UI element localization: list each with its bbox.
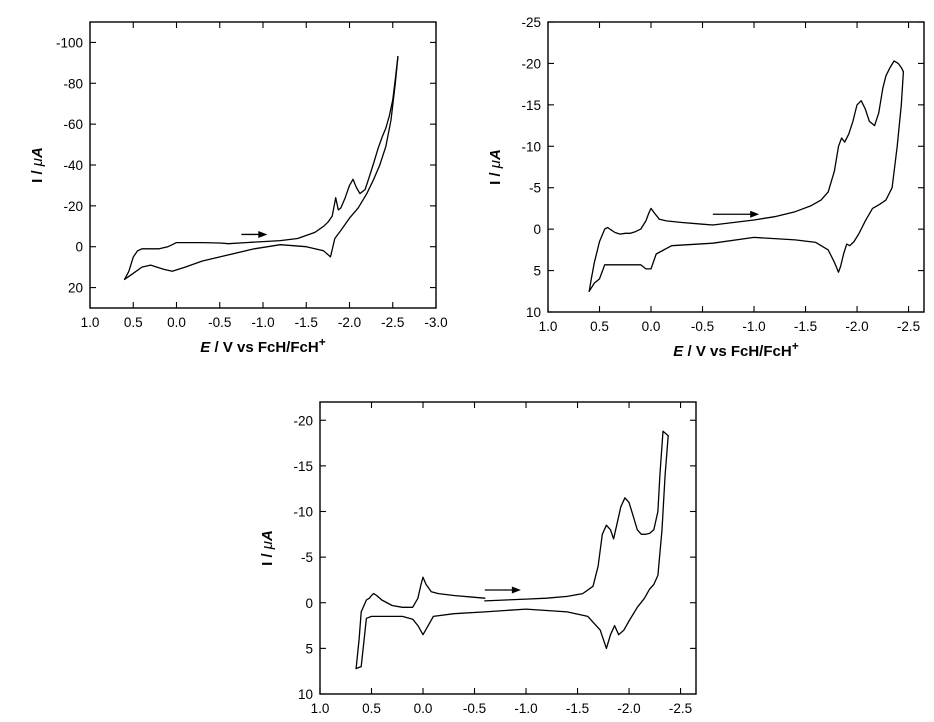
y-tick-label: -15	[521, 98, 541, 113]
x-axis-label: E / V vs FcH/FcH+	[673, 339, 798, 360]
cv-trace-segment-3	[588, 207, 714, 292]
y-tick-label: -10	[293, 505, 313, 520]
chart-panel-2: 1.0 0.5 0.0 -0.5 -1.0 -1.5 -2.0 -2.5 10 5 0 -5 -10 -1…	[487, 15, 925, 360]
arrow-head-icon	[511, 586, 521, 594]
y-tick-label: -60	[63, 117, 83, 132]
x-tick-label: -2.5	[381, 315, 404, 330]
plot-frame	[89, 21, 437, 309]
x-tick-label: -2.0	[845, 319, 868, 334]
y-axis-label-text: I /	[487, 168, 504, 185]
x-axis-label: E / V vs FcH/FcH+	[200, 335, 325, 356]
x-tick-label: 0.5	[124, 315, 143, 330]
x-tick-label: -0.5	[691, 319, 714, 334]
x-tick-label: 1.0	[311, 701, 330, 716]
y-tick-label: 5	[305, 641, 313, 656]
x-tick-label: -2.5	[669, 701, 692, 716]
y-tick-label: 0	[305, 596, 313, 611]
y-tick-label: -5	[301, 550, 313, 565]
y-tick-label: 20	[68, 281, 83, 296]
x-tick-label: 0.0	[642, 319, 661, 334]
plot-frame	[547, 21, 925, 313]
y-tick-label: 10	[526, 305, 541, 320]
y-axis-label-text: I /	[259, 549, 276, 566]
y-axis-label: I / μA	[29, 147, 46, 183]
y-axis-label-mu: μ	[259, 541, 276, 550]
cv-trace-segment-3	[355, 576, 486, 670]
x-tick-label: -2.0	[338, 315, 361, 330]
y-axis-label: I / μA	[259, 530, 276, 566]
x-tick-label: -1.5	[566, 701, 589, 716]
chart-panel-3: 1.0 0.5 0.0 -0.5 -1.0 -1.5 -2.0 -2.5 10 5 0 -5 -10 -1…	[259, 401, 697, 722]
x-tick-label: 0.0	[167, 315, 186, 330]
x-tick-label: -2.5	[897, 319, 920, 334]
y-tick-label: 0	[75, 240, 83, 255]
y-axis-label: I / μA	[487, 149, 504, 185]
y-axis-label-mu: μ	[29, 158, 46, 167]
y-tick-label: 0	[533, 222, 541, 237]
y-tick-label: -5	[529, 181, 541, 196]
x-tick-label: 1.0	[81, 315, 100, 330]
y-tick-label: -20	[63, 199, 83, 214]
y-axis-label-unit: A	[29, 147, 46, 159]
y-tick-label: -80	[63, 76, 83, 91]
y-axis-label-mu: μ	[487, 160, 504, 169]
y-tick-label: -40	[63, 158, 83, 173]
y-tick-label: -20	[293, 413, 313, 428]
x-axis-label-text: / V vs FcH/FcH	[210, 339, 318, 356]
y-tick-label: -20	[521, 56, 541, 71]
x-tick-label: -1.0	[251, 315, 274, 330]
x-tick-label: 0.5	[590, 319, 609, 334]
cv-trace-segment-1	[227, 56, 399, 245]
x-tick-label: -1.5	[794, 319, 817, 334]
x-axis-label-symbol: E	[673, 343, 684, 360]
y-tick-label: 10	[298, 687, 313, 702]
arrow-head-icon	[258, 230, 268, 238]
x-tick-label: -1.0	[742, 319, 765, 334]
arrow-head-icon	[750, 210, 760, 218]
x-tick-label: -0.5	[463, 701, 486, 716]
x-tick-label: -2.0	[617, 701, 640, 716]
x-axis-label-sup: +	[319, 335, 326, 349]
x-tick-label: -1.5	[295, 315, 318, 330]
y-tick-label: -100	[56, 35, 83, 50]
y-tick-label: -25	[521, 15, 541, 30]
x-axis-label-text: / V vs FcH/FcH	[683, 343, 791, 360]
x-tick-label: 1.0	[539, 319, 558, 334]
y-axis-label-unit: A	[259, 530, 276, 542]
x-tick-label: 0.5	[362, 701, 381, 716]
y-tick-label: 5	[533, 264, 541, 279]
x-tick-label: -1.0	[514, 701, 537, 716]
x-tick-label: -3.0	[424, 315, 447, 330]
cv-trace-segment-2	[123, 56, 399, 281]
y-axis-label-unit: A	[487, 149, 504, 161]
plot-frame	[319, 401, 697, 695]
x-axis-label-sup: +	[792, 339, 799, 353]
cv-trace-segment-2	[355, 435, 669, 670]
y-axis-label-text: I /	[29, 166, 46, 183]
y-tick-label: -15	[293, 459, 313, 474]
cv-trace-segment-2	[588, 71, 905, 292]
chart-panel-1: 1.0 0.5 0.0 -0.5 -1.0 -1.5 -2.0 -2.5 -3.0 20 0 -20 -…	[29, 21, 448, 356]
x-tick-label: -0.5	[208, 315, 231, 330]
cv-trace-segment-3	[123, 241, 230, 281]
cv-trace-segment-1	[484, 430, 669, 602]
x-tick-label: 0.0	[414, 701, 433, 716]
cv-trace-segment-1	[712, 60, 905, 226]
x-axis-label-symbol: E	[200, 339, 211, 356]
y-tick-label: -10	[521, 139, 541, 154]
